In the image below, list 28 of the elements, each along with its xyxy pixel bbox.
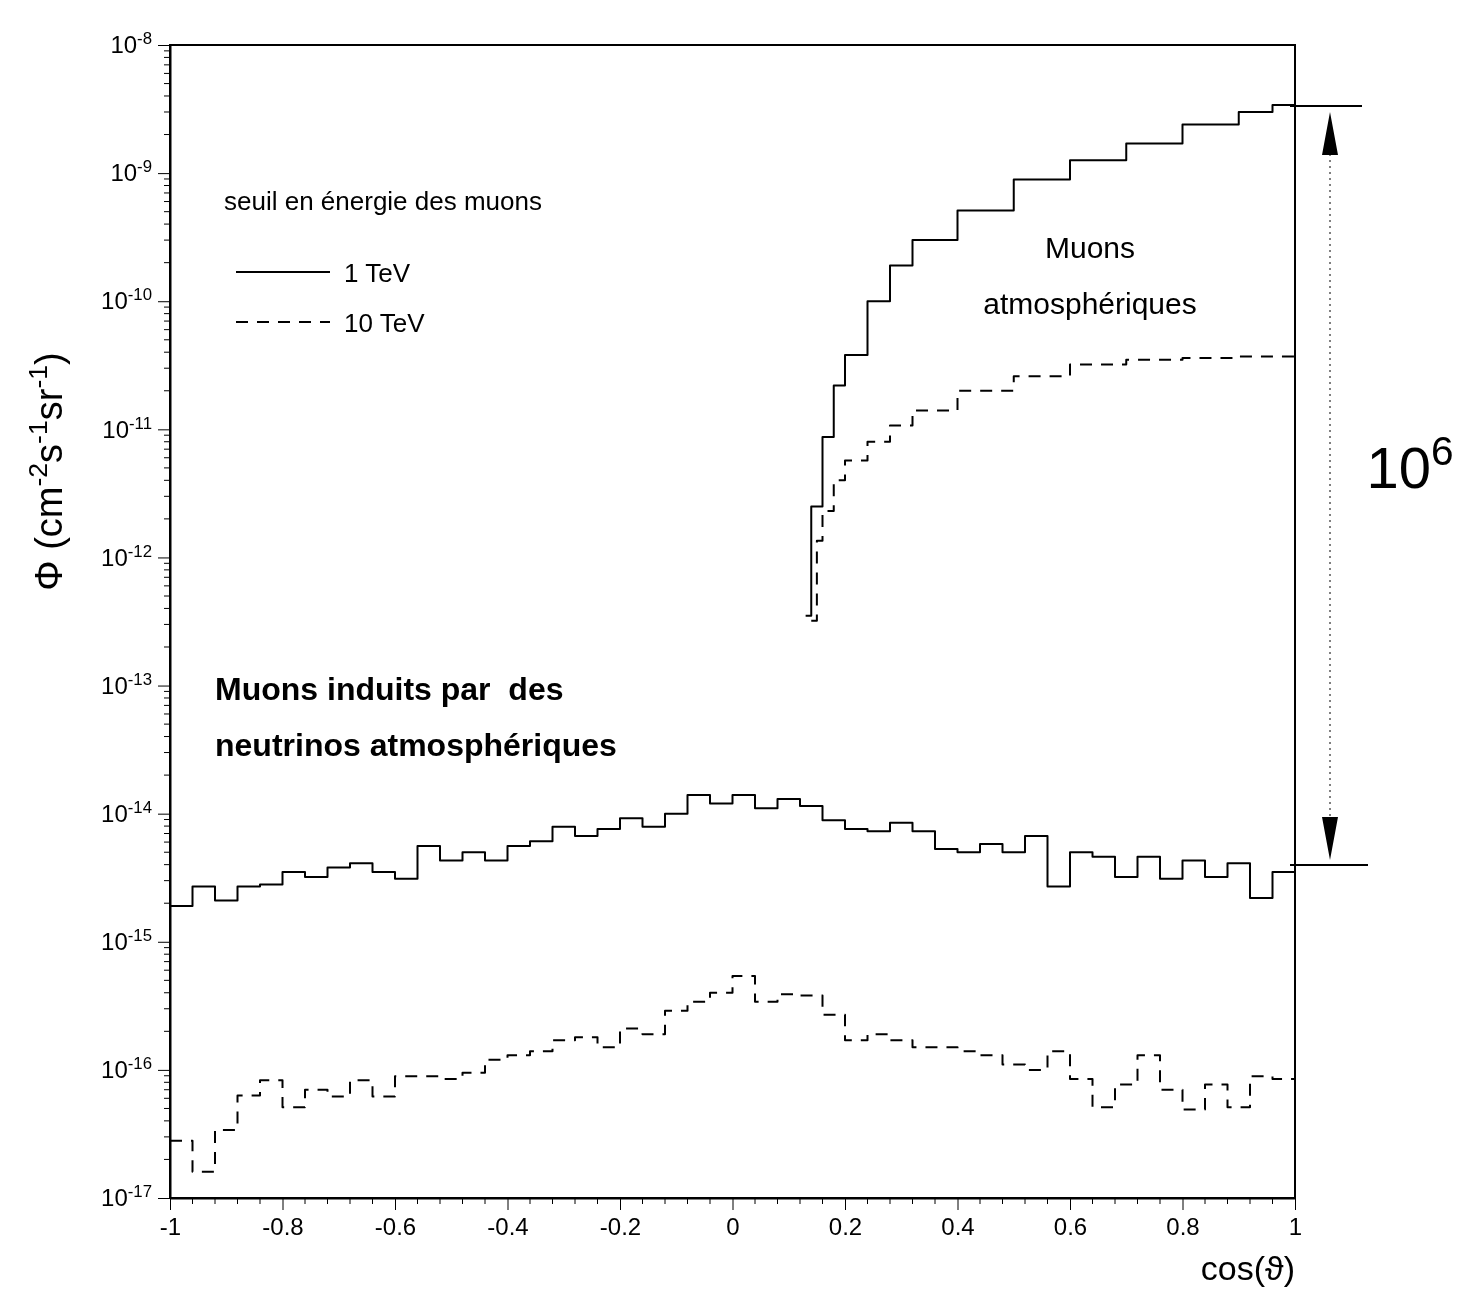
- y-tick-label: 10$^{-8}$: [110, 28, 152, 59]
- x-tick-label: -1: [159, 1213, 182, 1241]
- x-tick-label: 1: [1288, 1213, 1303, 1241]
- x-tick-label: -0.4: [487, 1213, 529, 1241]
- y-tick-label: 10$^{-10}$: [101, 284, 152, 315]
- annotation: Muons induits par des neutrinos atmosphériques: [215, 671, 617, 763]
- y-tick-label: 10$^{-15}$: [101, 925, 152, 955]
- x-tick-label: -0.2: [599, 1213, 642, 1241]
- x-tick-label: 0: [726, 1213, 740, 1241]
- y-tick-label: 10$^{-9}$: [110, 156, 152, 187]
- y-tick-label: 10$^{-13}$: [101, 669, 152, 699]
- legend-label: 1 TeV: [344, 258, 411, 288]
- legend-label: 10 TeV: [344, 308, 426, 338]
- x-tick-label: -0.8: [262, 1213, 304, 1241]
- text: 10$^{6}$: [1366, 428, 1454, 500]
- x-tick-label: 0.8: [1166, 1213, 1200, 1241]
- y-tick-label: 10$^{-12}$: [101, 541, 152, 571]
- x-tick-label: 0.6: [1053, 1213, 1088, 1241]
- y-tick-label: 10$^{-11}$: [102, 413, 152, 443]
- x-axis-title: cos(ϑ): [1200, 1249, 1295, 1287]
- x-tick-label: 0.4: [941, 1213, 975, 1241]
- legend-title: seuil en énergie des muons: [224, 186, 542, 216]
- x-tick-label: -0.6: [374, 1213, 417, 1241]
- x-tick-label: 0.2: [828, 1213, 863, 1241]
- y-tick-label: 10$^{-16}$: [101, 1053, 152, 1084]
- annotation: Muons atmosphériques: [983, 231, 1197, 320]
- y-tick-label: 10$^{-17}$: [101, 1181, 152, 1212]
- y-tick-label: 10$^{-14}$: [101, 797, 152, 827]
